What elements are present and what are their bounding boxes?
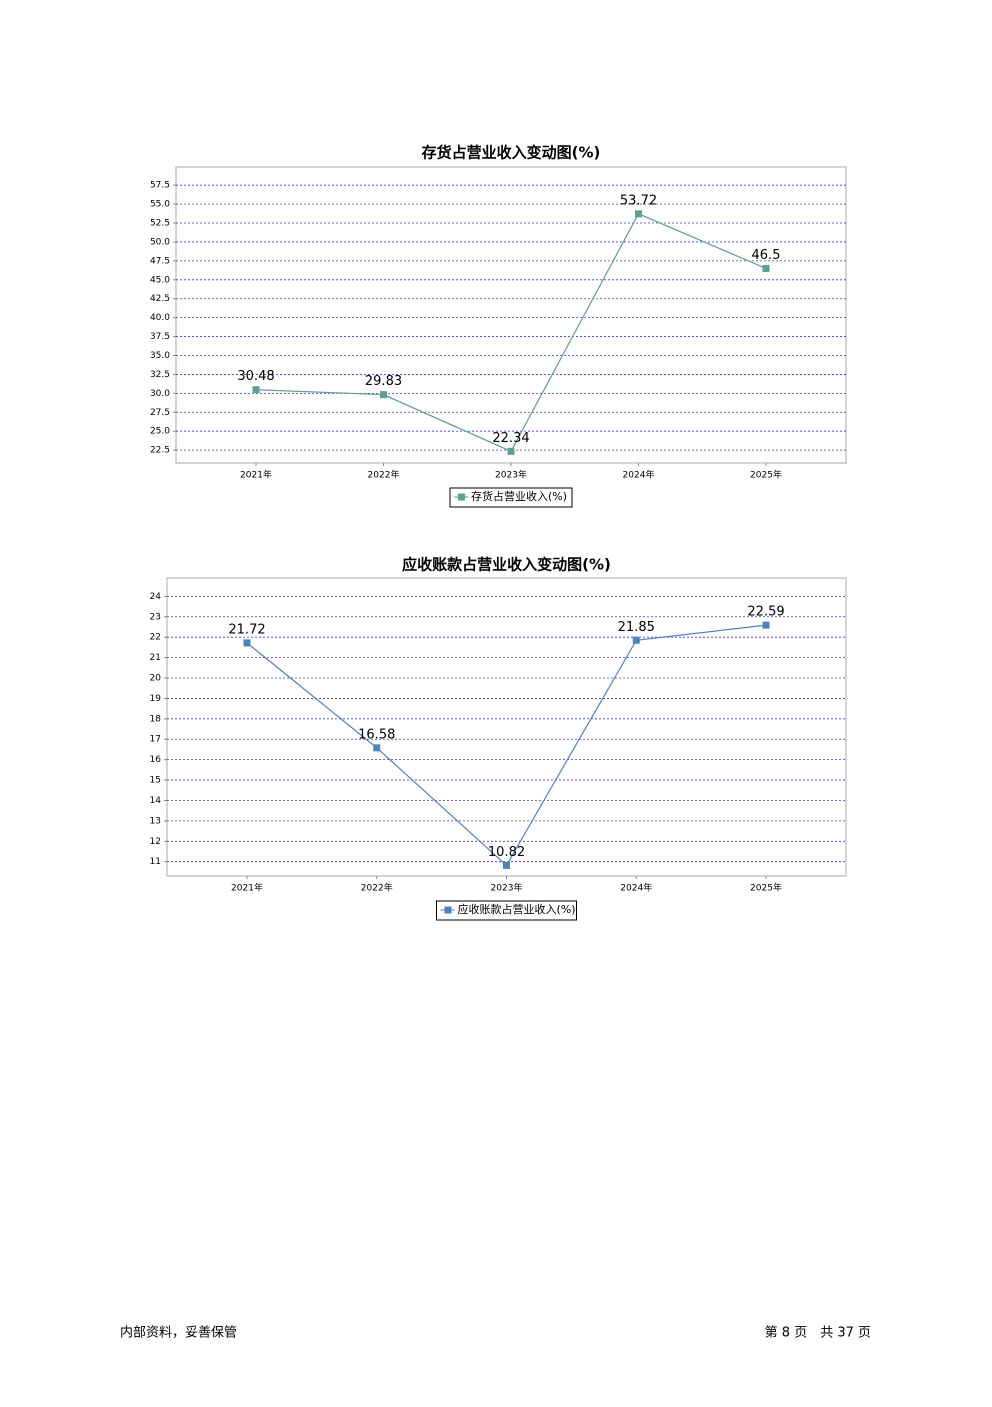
x-tick-label: 2022年 [368,469,400,481]
legend-box [449,487,573,508]
y-tick-label: 14 [150,796,162,806]
data-point [252,386,260,394]
data-point [507,447,515,455]
data-point [762,264,770,272]
y-tick-label: 11 [150,857,161,867]
y-tick-label: 23 [150,612,161,622]
x-tick-label: 2022年 [361,882,393,894]
y-tick-label: 20 [150,674,162,684]
y-tick-label: 50.0 [150,237,170,247]
x-tick-label: 2021年 [231,882,263,894]
data-point [635,210,642,218]
data-label: 46.5 [752,248,781,263]
y-tick-label: 18 [150,714,162,724]
data-label: 16.58 [358,727,395,742]
data-point [373,744,381,752]
y-tick-label: 21 [150,653,161,663]
y-tick-label: 45.0 [150,275,170,285]
y-tick-label: 37.5 [150,332,170,342]
y-tick-label: 27.5 [150,408,170,418]
data-label: 22.59 [747,605,784,620]
data-label: 22.34 [492,431,529,446]
series-line [255,213,767,453]
y-tick-label: 47.5 [150,256,170,266]
legend-label: 应收账款占营业收入(%) [458,902,576,916]
legend-box [436,900,577,921]
y-tick-label: 57.5 [150,181,170,191]
y-tick-label: 19 [150,694,162,704]
y-tick-label: 42.5 [150,294,170,304]
x-tick-label: 2023年 [495,469,527,481]
y-tick-label: 22.5 [150,446,170,456]
footer-left: 内部资料，妥善保管 [120,1325,237,1341]
footer-right: 第 8 页 共 37 页 [765,1326,871,1341]
legend-swatch [458,493,465,501]
data-point [243,639,251,647]
data-label: 29.83 [365,374,402,389]
series-line [246,624,767,867]
data-point [380,391,387,399]
data-point [762,621,770,629]
y-tick-label: 13 [150,816,161,826]
data-point [632,636,640,644]
data-point [503,861,510,869]
y-tick-label: 40.0 [150,313,170,323]
y-tick-label: 52.5 [150,219,170,229]
y-tick-label: 12 [150,837,161,847]
legend-swatch [444,906,452,914]
legend-label: 存货占营业收入(%) [471,489,567,503]
y-tick-label: 17 [150,735,161,745]
data-label: 10.82 [488,845,525,860]
y-tick-label: 32.5 [150,370,170,380]
x-tick-label: 2024年 [623,469,655,481]
x-tick-label: 2024年 [620,882,652,894]
plot-area [166,577,847,877]
plot-area [175,166,847,464]
chart-title: 存货占营业收入变动图(%) [422,144,601,162]
y-tick-label: 25.0 [150,427,170,437]
y-tick-label: 55.0 [150,200,170,210]
chart-title: 应收账款占营业收入变动图(%) [402,556,611,574]
y-tick-label: 15 [150,776,161,786]
data-label: 53.72 [620,193,657,208]
y-tick-label: 30.0 [150,389,170,399]
data-label: 30.48 [237,369,274,384]
y-tick-label: 22 [150,633,161,643]
x-tick-label: 2021年 [240,469,272,481]
x-tick-label: 2025年 [750,469,782,481]
data-label: 21.72 [228,622,265,637]
y-tick-label: 24 [150,592,162,602]
x-tick-label: 2025年 [750,882,782,894]
y-tick-label: 35.0 [150,351,170,361]
x-tick-label: 2023年 [491,882,523,894]
y-tick-label: 16 [150,755,162,765]
data-label: 21.85 [618,620,655,635]
